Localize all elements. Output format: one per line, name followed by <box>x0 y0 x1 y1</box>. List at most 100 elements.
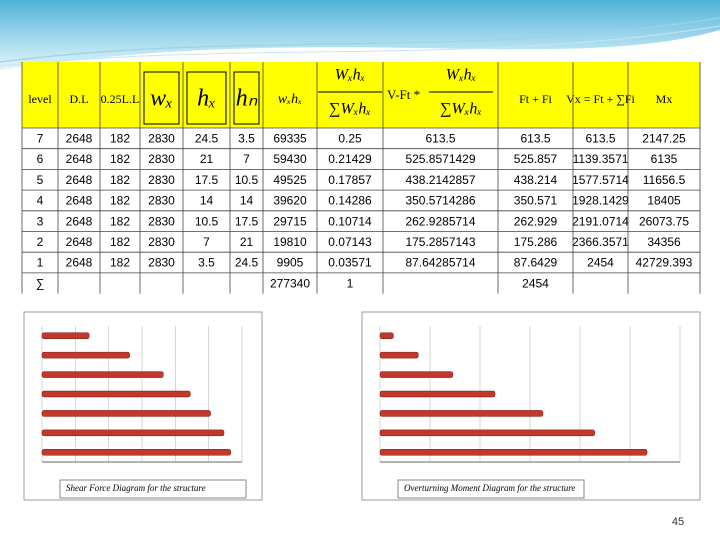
caption-box <box>59 479 247 499</box>
caption-box <box>397 479 585 499</box>
table-cell: 59430 <box>273 152 307 166</box>
table-cell: 0.14286 <box>328 194 372 208</box>
table-cell: 175.286 <box>514 235 558 249</box>
table-cell: 0.17857 <box>328 173 372 187</box>
table-cell: 39620 <box>273 194 307 208</box>
table-cell: 1 <box>347 276 354 290</box>
table-cell: 7 <box>203 235 210 249</box>
header-box <box>143 71 180 125</box>
table-cell: 175.2857143 <box>405 235 475 249</box>
header-numerator: Wₓhₓ <box>446 67 476 84</box>
table-cell: 2454 <box>587 256 614 270</box>
table-cell: 2648 <box>66 256 93 270</box>
header-numerator: Wₓhₓ <box>335 67 365 84</box>
table-cell: 2648 <box>66 132 93 146</box>
table-cell: 0.10714 <box>328 214 372 228</box>
table-cell: 19810 <box>273 235 307 249</box>
bar <box>41 332 90 339</box>
table-cell: 11656.5 <box>643 173 686 187</box>
table-cell: 2366.3571 <box>572 235 629 249</box>
table-cell: 2830 <box>148 152 175 166</box>
table-cell: 29715 <box>273 214 307 228</box>
table-cell: 525.857 <box>514 152 558 166</box>
table-cell: 3.5 <box>238 132 255 146</box>
table-cell: 69335 <box>273 132 307 146</box>
table-cell: 87.64285714 <box>405 256 475 270</box>
table-cell: 182 <box>110 152 130 166</box>
table-cell: 10.5 <box>195 214 219 228</box>
charts: Shear Force Diagram for the structure Ove… <box>23 311 701 501</box>
table-cell: 2830 <box>148 132 175 146</box>
bar <box>41 371 164 378</box>
table-cell: 42729.393 <box>636 256 693 270</box>
table-cell: 2830 <box>148 256 175 270</box>
table-cell: ∑ <box>36 276 45 290</box>
header-cell: V-Ft * <box>387 87 420 102</box>
bar <box>379 332 394 339</box>
table-cell: 2648 <box>66 173 93 187</box>
table-cell: 24.5 <box>195 132 219 146</box>
table-cell: 26073.75 <box>639 214 689 228</box>
bar <box>41 390 191 398</box>
chart-frame <box>361 311 701 501</box>
header-cell: Mx <box>656 92 673 106</box>
table-cell: 2648 <box>66 194 93 208</box>
page-number: 45 <box>672 516 684 528</box>
header-denominator: ∑Wₓhₓ <box>329 101 371 118</box>
table-cell: 1577.5714 <box>572 173 629 187</box>
table-cell: 0.21429 <box>328 152 372 166</box>
table-cell: 613.5 <box>425 132 455 146</box>
table-cell: 5 <box>37 173 44 187</box>
table-cell: 17.5 <box>195 173 219 187</box>
table-cell: 182 <box>110 214 130 228</box>
table-cell: 17.5 <box>235 214 259 228</box>
table-cell: 14 <box>240 194 254 208</box>
table-cell: 2 <box>37 235 44 249</box>
header-cell: level <box>28 92 52 106</box>
table-cell: 0.03571 <box>328 256 372 270</box>
table-cell: 2830 <box>148 235 175 249</box>
table-cell: 24.5 <box>235 256 259 270</box>
table-cell: 1928.1429 <box>572 194 629 208</box>
table-cell: 6 <box>37 152 44 166</box>
table-cell: 2830 <box>148 173 175 187</box>
table-cell: 277340 <box>270 276 310 290</box>
table-cell: 6135 <box>651 152 678 166</box>
header-denominator: ∑Wₓhₓ <box>440 101 482 118</box>
header-cell: hₓ <box>197 86 216 112</box>
table-cell: 438.214 <box>514 173 558 187</box>
bar <box>379 429 595 437</box>
chart-caption: Overturning Moment Diagram for the struc… <box>404 483 575 493</box>
header-cell: Vx = Ft + ∑Fi <box>566 92 635 106</box>
header-cell: 0.25L.L <box>101 92 140 106</box>
chart-caption: Shear Force Diagram for the structure <box>66 483 206 493</box>
table-cell: 21 <box>200 152 214 166</box>
table-cell: 3.5 <box>198 256 215 270</box>
bar <box>41 410 211 417</box>
table-cell: 4 <box>37 194 44 208</box>
table-cell: 2454 <box>522 276 549 290</box>
table-cell: 14 <box>200 194 214 208</box>
header-cell: D.L <box>70 92 89 106</box>
table-cell: 7 <box>243 152 250 166</box>
table-cell: 0.25 <box>338 132 362 146</box>
table-cell: 1139.3571 <box>573 152 629 166</box>
table-cell: 182 <box>110 256 130 270</box>
bar <box>41 449 232 456</box>
table-cell: 182 <box>110 235 130 249</box>
table-cell: 350.571 <box>514 194 558 208</box>
table-cell: 525.8571429 <box>405 152 475 166</box>
bar <box>379 449 648 456</box>
header-cell: wₓhₓ <box>278 92 302 107</box>
table-cell: 262.929 <box>514 214 558 228</box>
header-decoration <box>0 0 720 70</box>
header-cell: wₓ <box>150 86 173 112</box>
table-cell: 2648 <box>66 152 93 166</box>
table-cell: 182 <box>110 173 130 187</box>
table-cell: 7 <box>37 132 44 146</box>
table-cell: 438.2142857 <box>405 173 475 187</box>
header-cell: Ft + Fi <box>519 92 552 106</box>
table-cell: 3 <box>37 214 44 228</box>
table-cell: 21 <box>240 235 254 249</box>
